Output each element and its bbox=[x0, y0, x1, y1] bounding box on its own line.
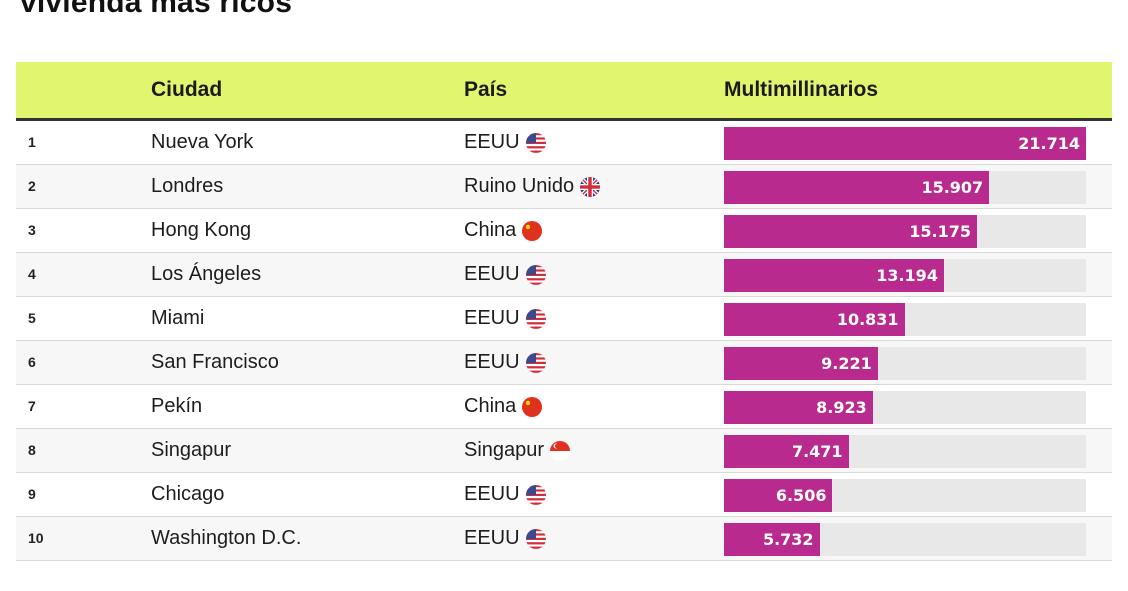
rank-number: 10 bbox=[28, 530, 44, 546]
country-cell: EEUU bbox=[464, 527, 547, 550]
bar-track: 6.506 bbox=[724, 479, 1086, 512]
rank-number: 3 bbox=[28, 222, 36, 238]
us-flag-icon bbox=[525, 484, 547, 506]
bar-track: 15.175 bbox=[724, 215, 1086, 248]
city-name: Washington D.C. bbox=[151, 527, 301, 550]
rank-number: 9 bbox=[28, 486, 36, 502]
table-row: 8 Singapur Singapur 7.471 bbox=[16, 429, 1112, 473]
table-row: 3 Hong Kong China 15.175 bbox=[16, 209, 1112, 253]
country-cell: China bbox=[464, 219, 543, 242]
table-row: 2 Londres Ruino Unido 15.907 bbox=[16, 165, 1112, 209]
country-cell: China bbox=[464, 395, 543, 418]
bar-value-label: 6.506 bbox=[776, 486, 827, 505]
bar: 13.194 bbox=[724, 259, 944, 292]
city-name: Londres bbox=[151, 175, 223, 198]
country-name: China bbox=[464, 219, 516, 242]
city-name: Singapur bbox=[151, 439, 231, 462]
country-name: EEUU bbox=[464, 527, 520, 550]
ranking-table: Ciudad País Multimillinarios 1 Nueva York… bbox=[16, 62, 1112, 561]
bar-value-label: 15.175 bbox=[909, 222, 971, 241]
country-name: EEUU bbox=[464, 307, 520, 330]
us-flag-icon bbox=[525, 132, 547, 154]
country-name: China bbox=[464, 395, 516, 418]
country-cell: Ruino Unido bbox=[464, 175, 601, 198]
country-name: EEUU bbox=[464, 351, 520, 374]
table-row: 7 Pekín China 8.923 bbox=[16, 385, 1112, 429]
city-name: Miami bbox=[151, 307, 204, 330]
us-flag-icon bbox=[525, 352, 547, 374]
country-cell: EEUU bbox=[464, 351, 547, 374]
singapore-flag-icon bbox=[549, 440, 571, 462]
bar: 7.471 bbox=[724, 435, 849, 468]
bar-track: 8.923 bbox=[724, 391, 1086, 424]
header-city: Ciudad bbox=[151, 78, 222, 102]
bar-track: 21.714 bbox=[724, 127, 1086, 160]
country-name: Singapur bbox=[464, 439, 544, 462]
china-flag-icon bbox=[521, 396, 543, 418]
us-flag-icon bbox=[525, 308, 547, 330]
bar: 10.831 bbox=[724, 303, 905, 336]
header-value: Multimillinarios bbox=[724, 78, 878, 102]
bar-track: 13.194 bbox=[724, 259, 1086, 292]
bar: 15.175 bbox=[724, 215, 977, 248]
city-name: Chicago bbox=[151, 483, 224, 506]
country-name: EEUU bbox=[464, 263, 520, 286]
rank-number: 8 bbox=[28, 442, 36, 458]
rank-number: 6 bbox=[28, 354, 36, 370]
bar-track: 10.831 bbox=[724, 303, 1086, 336]
us-flag-icon bbox=[525, 528, 547, 550]
bar-value-label: 7.471 bbox=[792, 442, 843, 461]
header-country: País bbox=[464, 78, 507, 102]
country-cell: EEUU bbox=[464, 131, 547, 154]
uk-flag-icon bbox=[579, 176, 601, 198]
rank-number: 2 bbox=[28, 178, 36, 194]
bar: 6.506 bbox=[724, 479, 832, 512]
country-cell: EEUU bbox=[464, 307, 547, 330]
table-row: 6 San Francisco EEUU 9.221 bbox=[16, 341, 1112, 385]
bar-value-label: 15.907 bbox=[921, 178, 983, 197]
city-name: Los Ángeles bbox=[151, 263, 261, 286]
table-row: 10 Washington D.C. EEUU 5.732 bbox=[16, 517, 1112, 561]
table-row: 5 Miami EEUU 10.831 bbox=[16, 297, 1112, 341]
bar-value-label: 10.831 bbox=[837, 310, 899, 329]
country-cell: EEUU bbox=[464, 263, 547, 286]
rank-number: 5 bbox=[28, 310, 36, 326]
us-flag-icon bbox=[525, 264, 547, 286]
city-name: San Francisco bbox=[151, 351, 279, 374]
bar-value-label: 13.194 bbox=[876, 266, 938, 285]
country-name: EEUU bbox=[464, 131, 520, 154]
bar: 8.923 bbox=[724, 391, 873, 424]
china-flag-icon bbox=[521, 220, 543, 242]
city-name: Pekín bbox=[151, 395, 202, 418]
bar-value-label: 21.714 bbox=[1018, 134, 1080, 153]
bar-track: 5.732 bbox=[724, 523, 1086, 556]
bar: 21.714 bbox=[724, 127, 1086, 160]
bar: 5.732 bbox=[724, 523, 820, 556]
country-cell: Singapur bbox=[464, 439, 571, 462]
chart-title: vivienda más ricos bbox=[20, 0, 292, 20]
table-row: 4 Los Ángeles EEUU 13.194 bbox=[16, 253, 1112, 297]
rank-number: 1 bbox=[28, 134, 36, 150]
country-name: EEUU bbox=[464, 483, 520, 506]
rank-number: 7 bbox=[28, 398, 36, 414]
table-body: 1 Nueva York EEUU 21.714 2 Londres Ruino Unido… bbox=[16, 121, 1112, 561]
country-name: Ruino Unido bbox=[464, 175, 574, 198]
bar-value-label: 8.923 bbox=[816, 398, 867, 417]
table-header: Ciudad País Multimillinarios bbox=[16, 62, 1112, 121]
rank-number: 4 bbox=[28, 266, 36, 282]
bar: 9.221 bbox=[724, 347, 878, 380]
bar-value-label: 9.221 bbox=[821, 354, 872, 373]
table-row: 9 Chicago EEUU 6.506 bbox=[16, 473, 1112, 517]
bar-track: 7.471 bbox=[724, 435, 1086, 468]
table-row: 1 Nueva York EEUU 21.714 bbox=[16, 121, 1112, 165]
country-cell: EEUU bbox=[464, 483, 547, 506]
bar-value-label: 5.732 bbox=[763, 530, 814, 549]
city-name: Nueva York bbox=[151, 131, 253, 154]
city-name: Hong Kong bbox=[151, 219, 251, 242]
bar: 15.907 bbox=[724, 171, 989, 204]
bar-track: 9.221 bbox=[724, 347, 1086, 380]
bar-track: 15.907 bbox=[724, 171, 1086, 204]
